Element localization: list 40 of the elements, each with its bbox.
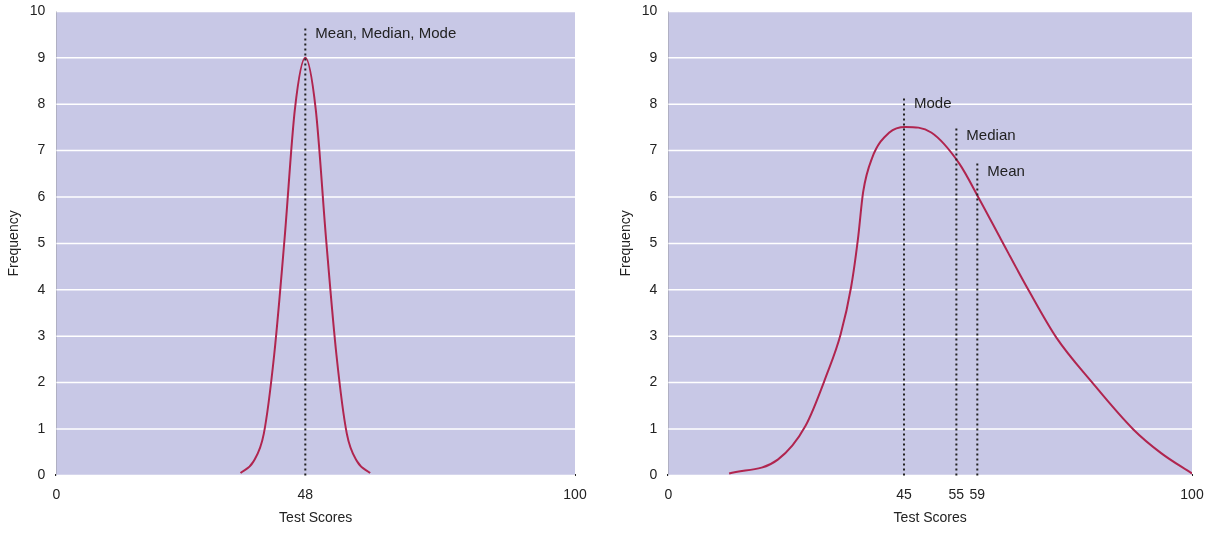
x-tick-label: 45 (896, 485, 912, 502)
y-tick-label: 7 (37, 141, 46, 158)
y-tick-label: 3 (37, 327, 46, 344)
y-tick-label: 0 (37, 466, 46, 483)
x-tick-label: 100 (563, 485, 587, 502)
line-series (728, 125, 1192, 475)
line-series (239, 56, 372, 475)
y-tick-label: 1 (37, 419, 46, 436)
y-tick-label: 10 (641, 2, 658, 19)
y-axis-title: Frequency (617, 210, 634, 277)
y-axis-title: Frequency (5, 210, 22, 277)
x-tick-label: 48 (297, 485, 314, 502)
y-tick-label: 8 (649, 95, 658, 112)
x-tick-label: 100 (1180, 485, 1204, 502)
x-tick-label: 55 (948, 485, 965, 502)
y-tick-label: 9 (649, 48, 658, 65)
y-tick-label: 5 (37, 234, 46, 251)
ref-line-label: Mean, Median, Mode (315, 23, 457, 41)
y-tick-label: 8 (37, 95, 46, 112)
y-tick-label: 7 (649, 141, 658, 158)
x-axis-title: Test Scores (893, 509, 967, 526)
y-tick-label: 4 (649, 280, 658, 297)
y-tick-label: 4 (37, 280, 46, 297)
x-tick-label: 59 (969, 485, 986, 502)
ref-line-label: Mean (987, 161, 1025, 179)
y-tick-label: 2 (649, 373, 658, 390)
y-tick-label: 2 (37, 373, 46, 390)
y-tick-label: 5 (649, 234, 658, 251)
y-tick-label: 6 (37, 187, 46, 204)
x-tick-label: 0 (52, 485, 61, 502)
ref-line-label: Median (966, 126, 1016, 144)
ref-line-label: Mode (914, 93, 952, 111)
y-tick-label: 10 (29, 2, 46, 19)
y-tick-label: 6 (649, 187, 658, 204)
y-tick-label: 9 (37, 48, 46, 65)
x-tick-label: 0 (664, 485, 673, 502)
y-tick-label: 0 (649, 466, 658, 483)
x-axis-title: Test Scores (279, 509, 353, 526)
y-tick-label: 3 (649, 327, 658, 344)
y-tick-label: 1 (649, 419, 658, 436)
